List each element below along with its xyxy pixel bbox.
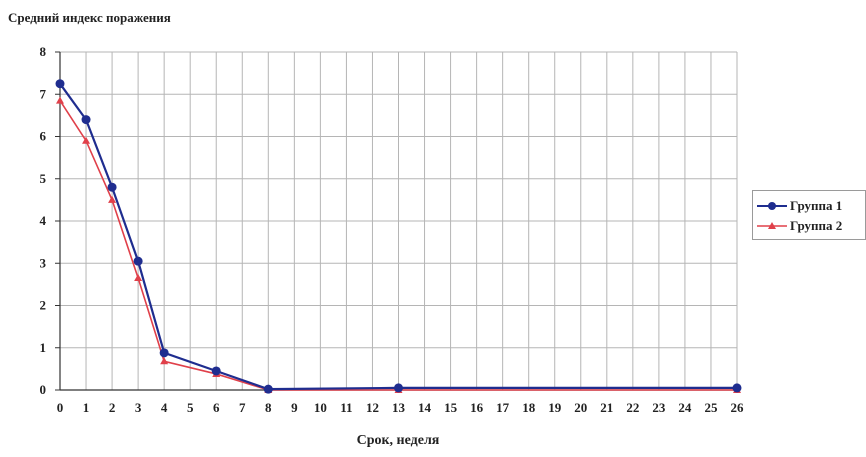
x-tick-label: 9 <box>291 400 298 415</box>
x-tick-label: 25 <box>704 400 718 415</box>
x-tick-label: 13 <box>392 400 406 415</box>
data-point-group-1 <box>732 383 742 393</box>
y-tick-label: 7 <box>40 86 47 101</box>
x-tick-label: 22 <box>626 400 639 415</box>
x-tick-label: 23 <box>652 400 666 415</box>
data-point-group-2 <box>160 357 169 365</box>
x-tick-label: 6 <box>213 400 220 415</box>
x-tick-label: 4 <box>161 400 168 415</box>
y-tick-label: 2 <box>40 298 47 313</box>
x-tick-label: 20 <box>574 400 587 415</box>
y-tick-label: 6 <box>40 129 47 144</box>
data-point-group-1 <box>159 348 169 358</box>
y-tick-label: 0 <box>40 382 47 397</box>
legend: Группа 1 Группа 2 <box>752 190 866 240</box>
data-point-group-2 <box>56 96 64 104</box>
x-tick-label: 10 <box>314 400 327 415</box>
x-tick-label: 16 <box>470 400 484 415</box>
y-tick-label: 3 <box>40 255 47 270</box>
y-tick-label: 1 <box>40 340 47 355</box>
x-tick-label: 12 <box>366 400 379 415</box>
data-point-group-1 <box>394 383 403 393</box>
data-point-group-1 <box>107 182 117 192</box>
legend-item-group-2: Группа 2 <box>757 217 842 235</box>
data-point-group-1 <box>81 115 91 125</box>
x-tick-label: 7 <box>239 400 246 415</box>
x-tick-label: 2 <box>109 400 116 415</box>
y-tick-label: 8 <box>40 44 47 59</box>
data-point-group-2 <box>134 274 143 282</box>
x-axis-title: Срок, неделя <box>357 433 440 448</box>
data-point-group-2 <box>82 136 91 144</box>
x-tick-label: 21 <box>600 400 613 415</box>
y-tick-label: 4 <box>40 213 47 228</box>
data-point-group-2 <box>108 195 117 203</box>
x-tick-label: 5 <box>187 400 194 415</box>
y-tick-label: 5 <box>40 171 47 186</box>
legend-item-group-1: Группа 1 <box>757 197 842 215</box>
x-tick-label: 15 <box>444 400 458 415</box>
legend-marker-circle-icon <box>757 202 787 210</box>
x-tick-label: 26 <box>731 400 745 415</box>
data-point-group-1 <box>55 79 65 89</box>
grid <box>60 51 738 390</box>
legend-marker-triangle-icon <box>757 222 787 229</box>
x-tick-label: 14 <box>418 400 432 415</box>
x-tick-label: 8 <box>265 400 272 415</box>
data-point-group-1 <box>263 384 273 394</box>
legend-label-group-2: Группа 2 <box>790 218 843 233</box>
x-tick-label: 3 <box>135 400 142 415</box>
legend-label-group-1: Группа 1 <box>790 198 843 213</box>
tick-labels: 0 1 2 3 4 5 6 7 8 9 10 11 12 13 14 15 16 17 18 19 20 21 22 23 24… <box>40 44 745 415</box>
x-tick-label: 19 <box>548 400 562 415</box>
y-axis-title: Средний индекс поражения <box>8 10 171 25</box>
x-tick-label: 0 <box>57 400 64 415</box>
x-tick-label: 18 <box>522 400 536 415</box>
x-tick-label: 24 <box>678 400 692 415</box>
data-point-group-1 <box>211 366 221 376</box>
data-point-group-1 <box>133 256 143 266</box>
x-tick-label: 1 <box>83 400 90 415</box>
x-tick-label: 11 <box>340 400 352 415</box>
x-tick-label: 17 <box>496 400 510 415</box>
series-layer <box>55 79 742 394</box>
